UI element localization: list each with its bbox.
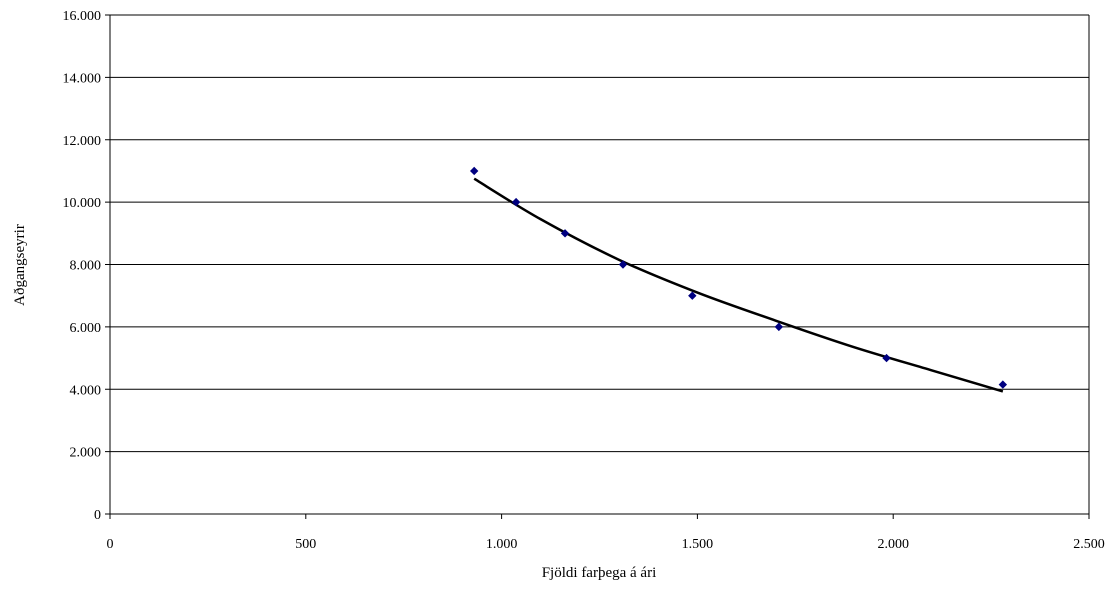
x-tick-label: 0	[107, 537, 114, 552]
data-points	[469, 166, 1008, 389]
trendline	[473, 177, 1004, 393]
data-point-5	[774, 322, 784, 332]
x-tick-label: 1.000	[486, 537, 518, 552]
y-tick-label: 6.000	[70, 321, 102, 336]
data-point-6	[882, 353, 891, 363]
data-point-3	[618, 260, 628, 269]
y-tick-label: 2.000	[70, 446, 102, 461]
y-tick-labels: 0 2.000 4.000 6.000 8.000 10.000 12.000 14.000 1…	[63, 9, 110, 523]
y-tick-label: 12.000	[63, 134, 102, 149]
y-tick-label: 16.000	[63, 9, 102, 24]
data-point-0	[469, 166, 479, 176]
y-axis-title: Aðgangseyrir	[12, 224, 28, 306]
y-tick-label: 8.000	[70, 259, 102, 274]
x-tick-label: 500	[295, 537, 316, 552]
data-point-2	[560, 229, 570, 238]
y-tick-label: 4.000	[70, 383, 102, 398]
x-tick-label: 1.500	[682, 537, 714, 552]
x-tick-labels: 0 500 1.000 1.500 2.000 2.500	[107, 514, 1105, 552]
y-tick-label: 10.000	[63, 196, 102, 211]
x-tick-label: 2.500	[1073, 537, 1105, 552]
data-point-7	[998, 380, 1008, 389]
x-tick-label: 2.000	[877, 537, 909, 552]
y-tick-label: 14.000	[63, 71, 102, 86]
y-tick-label: 0	[94, 508, 101, 523]
x-axis-title: Fjöldi farþega á ári	[542, 565, 657, 581]
gridlines	[110, 14, 1089, 453]
data-point-1	[511, 197, 521, 207]
data-point-4	[688, 291, 697, 300]
